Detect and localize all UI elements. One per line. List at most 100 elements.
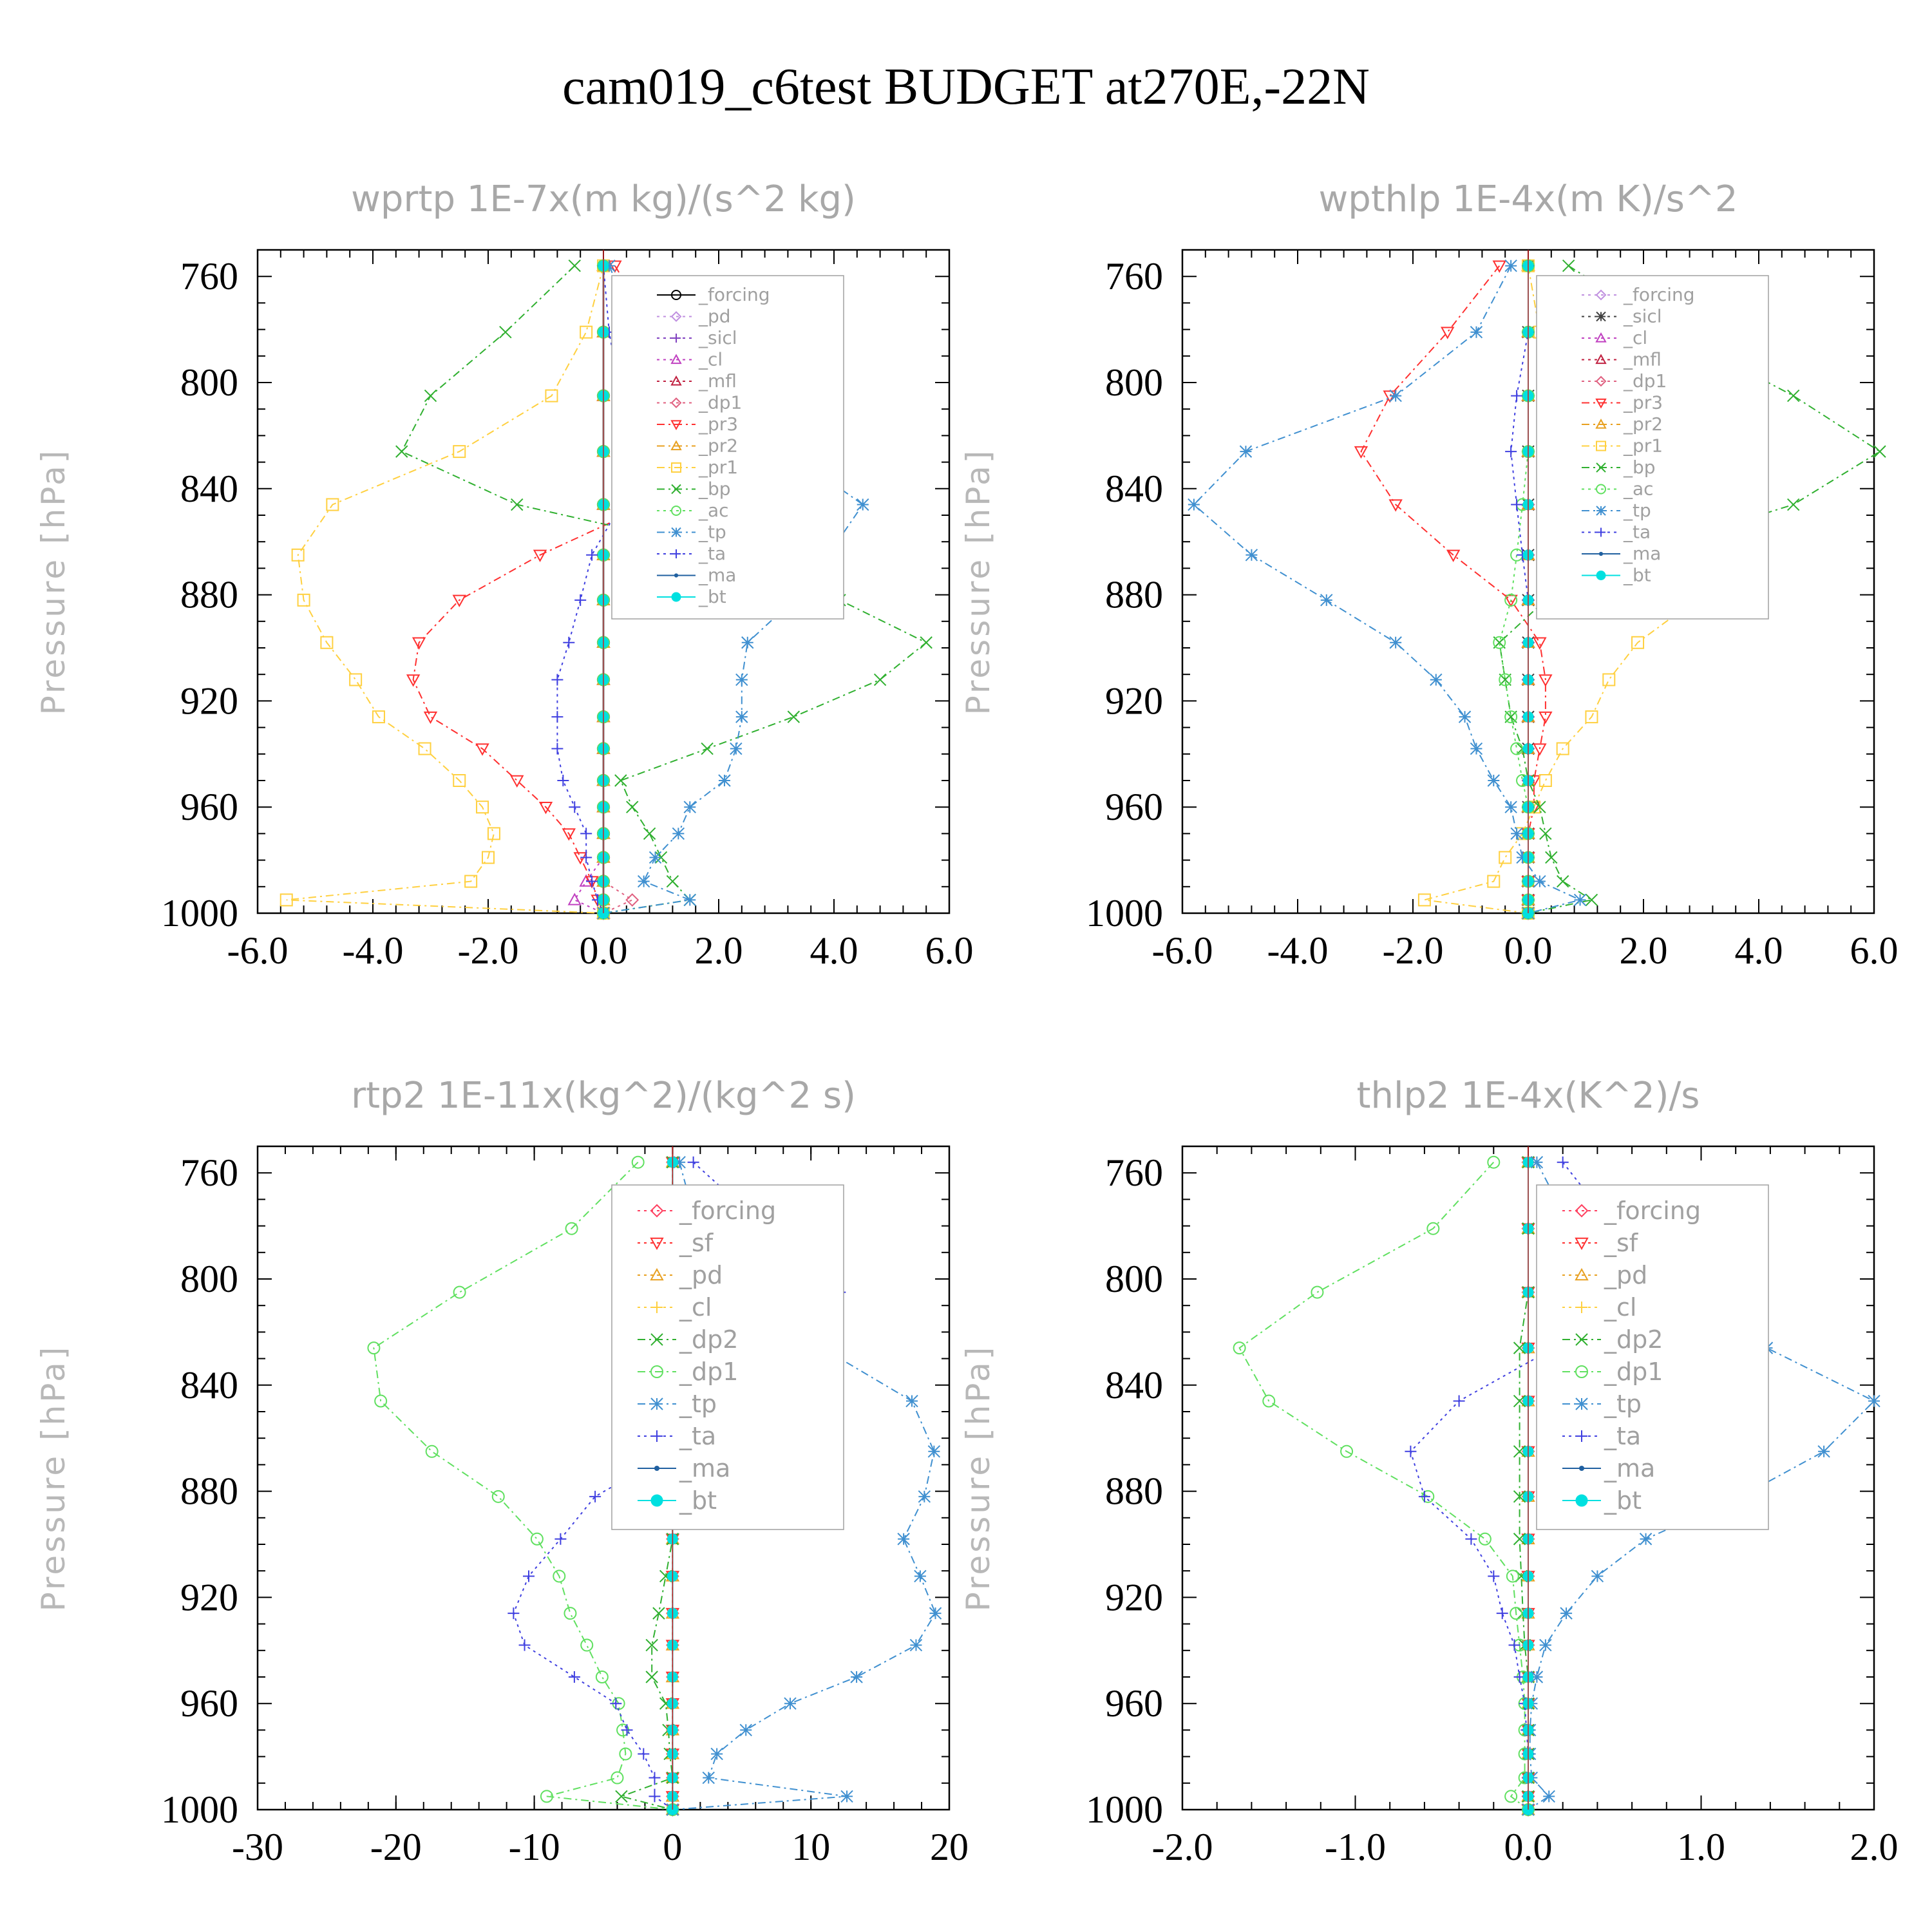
data-point — [326, 498, 339, 511]
data-point — [873, 673, 887, 687]
data-point — [1239, 445, 1253, 458]
data-point — [615, 1790, 628, 1803]
x-tick-label: 4.0 — [810, 929, 858, 972]
data-point — [739, 1723, 752, 1737]
legend-entry-forcing: _forcing — [1623, 284, 1695, 305]
data-point — [1513, 1490, 1526, 1503]
data-point — [595, 1671, 609, 1683]
legend: _forcing_sicl_cl_mfl_dp1_pr3_pr2_pr1_bp_… — [1536, 275, 1769, 620]
data-point — [621, 1724, 633, 1736]
legend-marker-pr3 — [670, 420, 682, 431]
legend-entry-tp: _tp — [1623, 500, 1651, 521]
main-title: cam019_c6test BUDGET at270E,-22N — [562, 59, 1370, 115]
legend-entry-sf: _sf — [679, 1229, 714, 1257]
data-point — [406, 674, 421, 687]
data-point — [580, 1638, 594, 1652]
legend-entry-sicl: _sicl — [1623, 306, 1662, 327]
data-point — [418, 742, 431, 755]
x-tick-label: 4.0 — [1735, 929, 1783, 972]
y-tick-label: 920 — [1105, 679, 1163, 722]
data-point — [649, 1772, 661, 1784]
data-point — [1487, 774, 1501, 787]
legend-marker-mfl — [670, 375, 682, 386]
legend-marker-forcing — [671, 290, 681, 300]
data-point — [586, 549, 598, 561]
legend-entry-tp: _tp — [1604, 1390, 1642, 1418]
data-point — [374, 1394, 388, 1408]
data-point — [1539, 774, 1552, 787]
data-point — [562, 828, 576, 841]
x-tick-label: -4.0 — [1267, 929, 1329, 972]
legend-marker-ta — [651, 1430, 663, 1442]
data-point — [1533, 800, 1546, 813]
data-point — [735, 710, 748, 723]
series-line-pr1 — [1424, 265, 1737, 914]
y-tick-label: 1000 — [161, 892, 238, 934]
legend-marker-pr1 — [1596, 440, 1606, 451]
data-point — [645, 1671, 658, 1683]
data-point — [551, 743, 564, 755]
legend-marker-cl — [651, 1302, 663, 1313]
series-line-pr1 — [286, 265, 604, 914]
legend-entry-cl: _cl — [698, 349, 723, 370]
series-line-dp1 — [1238, 1162, 1529, 1810]
data-point — [564, 1607, 577, 1620]
data-point — [452, 594, 466, 607]
data-point — [567, 893, 582, 905]
data-point — [475, 743, 489, 756]
data-point — [1511, 498, 1523, 511]
x-tick-label: -4.0 — [343, 929, 404, 972]
x-tick-label: 2.0 — [695, 929, 743, 972]
data-point — [1465, 1533, 1477, 1545]
data-point — [1470, 326, 1483, 339]
data-point — [683, 800, 696, 813]
legend-marker-pr3 — [1595, 398, 1607, 409]
legend-marker-sf — [1575, 1237, 1589, 1251]
data-point — [787, 710, 800, 723]
series-dp2 — [1513, 1156, 1535, 1816]
data-point — [1478, 1532, 1492, 1546]
data-point — [1539, 711, 1553, 724]
data-point — [1542, 1790, 1555, 1803]
data-point — [297, 593, 310, 607]
x-tick-label: -1.0 — [1325, 1826, 1386, 1868]
legend-marker-ac — [1596, 484, 1606, 495]
data-point — [701, 742, 714, 755]
legend-marker-dp2 — [1575, 1333, 1588, 1346]
legend-marker-bt — [650, 1494, 663, 1507]
chart-panel-wpthlp: wpthlp 1E-4x(m K)/s^2 Pressure [hPa] -6.0 -… — [960, 178, 1899, 972]
legend-entry-ta: _ta — [1623, 522, 1651, 543]
legend-entry-forcing: _forcing — [698, 284, 770, 305]
legend-marker-dp1 — [1575, 1365, 1588, 1378]
data-point — [614, 774, 627, 787]
data-point — [589, 1490, 601, 1502]
legend-marker-ac — [671, 506, 681, 516]
legend-marker-cl — [1595, 332, 1607, 343]
axis-ticks — [257, 1146, 950, 1810]
legend-entry-tp: _tp — [679, 1390, 717, 1418]
data-point — [424, 389, 437, 402]
data-point — [1786, 389, 1800, 402]
legend-marker-bt — [1596, 571, 1606, 580]
data-point — [1492, 260, 1506, 273]
data-point — [349, 673, 363, 687]
legend-marker-pr2 — [1595, 418, 1607, 429]
legend-marker-pd — [670, 311, 682, 322]
data-point — [649, 851, 662, 864]
x-tick-label: 10 — [791, 1826, 830, 1868]
legend-entry-ta: _ta — [679, 1422, 716, 1450]
data-point — [491, 1490, 505, 1503]
data-point — [1499, 673, 1512, 687]
legend-marker-pd — [650, 1267, 664, 1281]
data-point — [730, 742, 743, 755]
data-point — [423, 711, 438, 724]
data-point — [1539, 674, 1553, 687]
data-point — [1530, 1156, 1544, 1169]
y-tick-label: 920 — [1105, 1576, 1163, 1618]
series-line-bp — [401, 265, 928, 914]
data-point — [1446, 549, 1461, 562]
legend-marker-dp2 — [650, 1333, 663, 1346]
legend-entry-ma: _ma — [698, 565, 736, 586]
legend-marker-sf — [650, 1237, 664, 1251]
y-tick-label: 760 — [180, 255, 238, 298]
